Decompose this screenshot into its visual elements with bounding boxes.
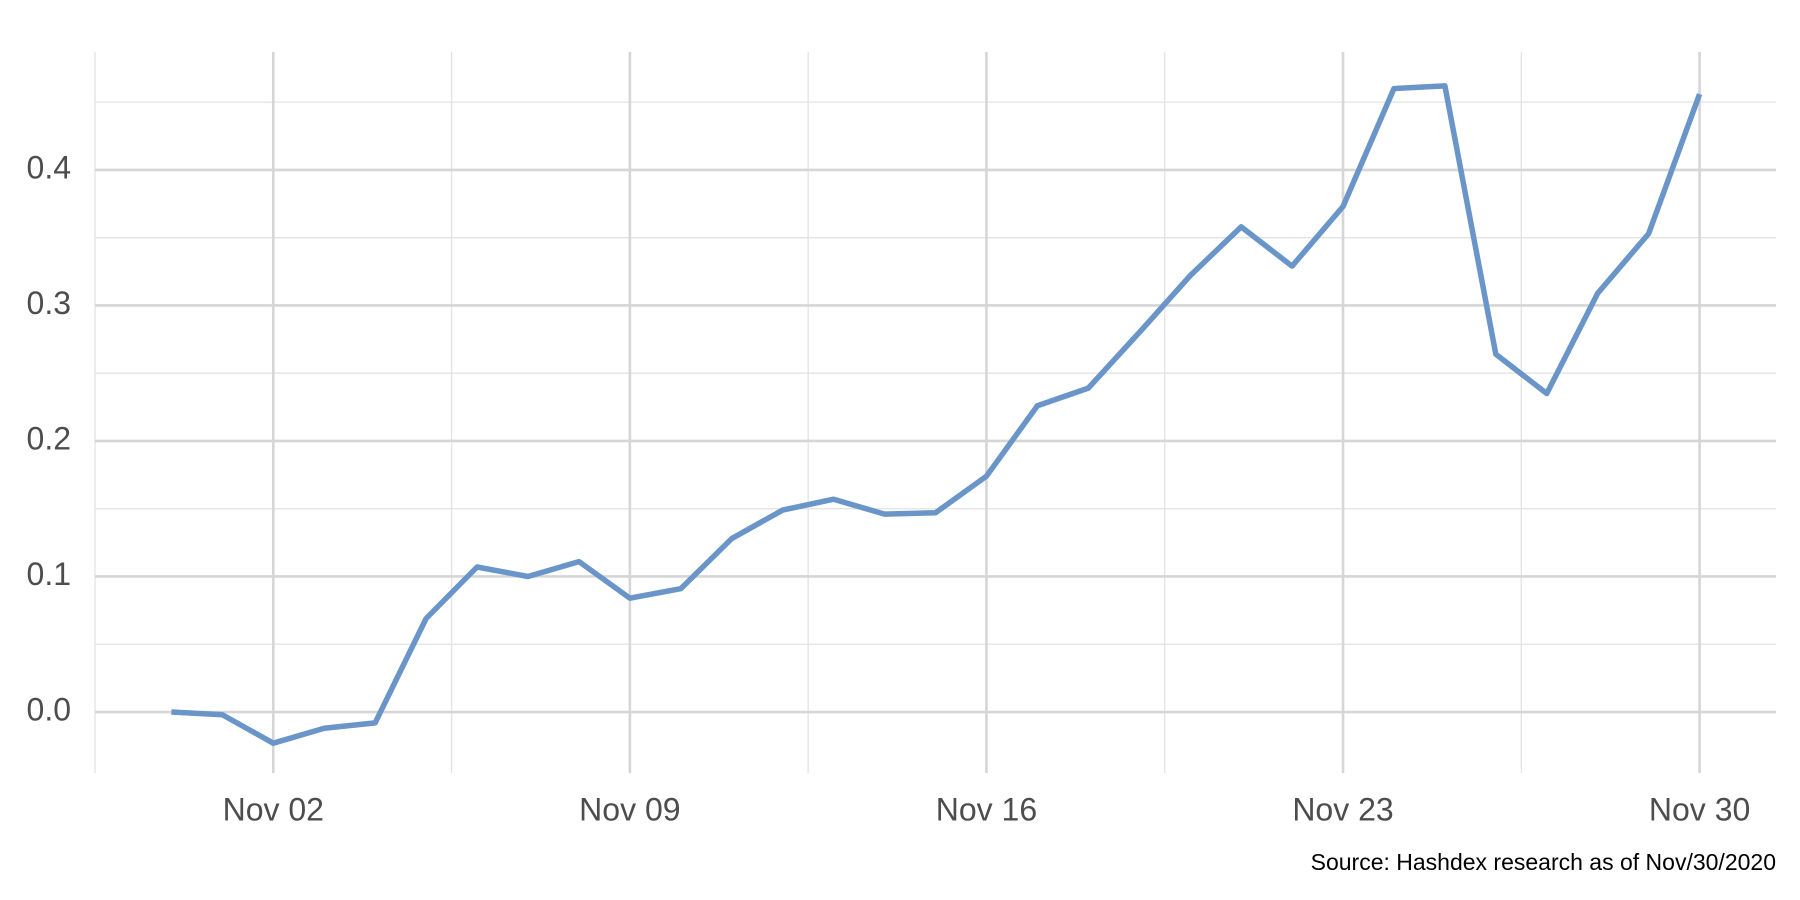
caption: Source: Hashdex research as of Nov/30/20… — [1311, 849, 1776, 875]
y-tick-label: 0.1 — [27, 556, 71, 592]
y-tick-label: 0.3 — [27, 285, 71, 321]
x-tick-label: Nov 23 — [1292, 791, 1393, 827]
line — [171, 83, 1703, 746]
x-tick-label: Nov 09 — [579, 791, 680, 827]
x-tick-label: Nov 30 — [1649, 791, 1750, 827]
y-tick-label: 0.2 — [27, 420, 71, 456]
x-tick-label: Nov 16 — [936, 791, 1037, 827]
y-tick-label: 0.0 — [27, 691, 71, 727]
y-tick-label: 0.4 — [27, 149, 71, 185]
x-tick-label: Nov 02 — [223, 791, 324, 827]
